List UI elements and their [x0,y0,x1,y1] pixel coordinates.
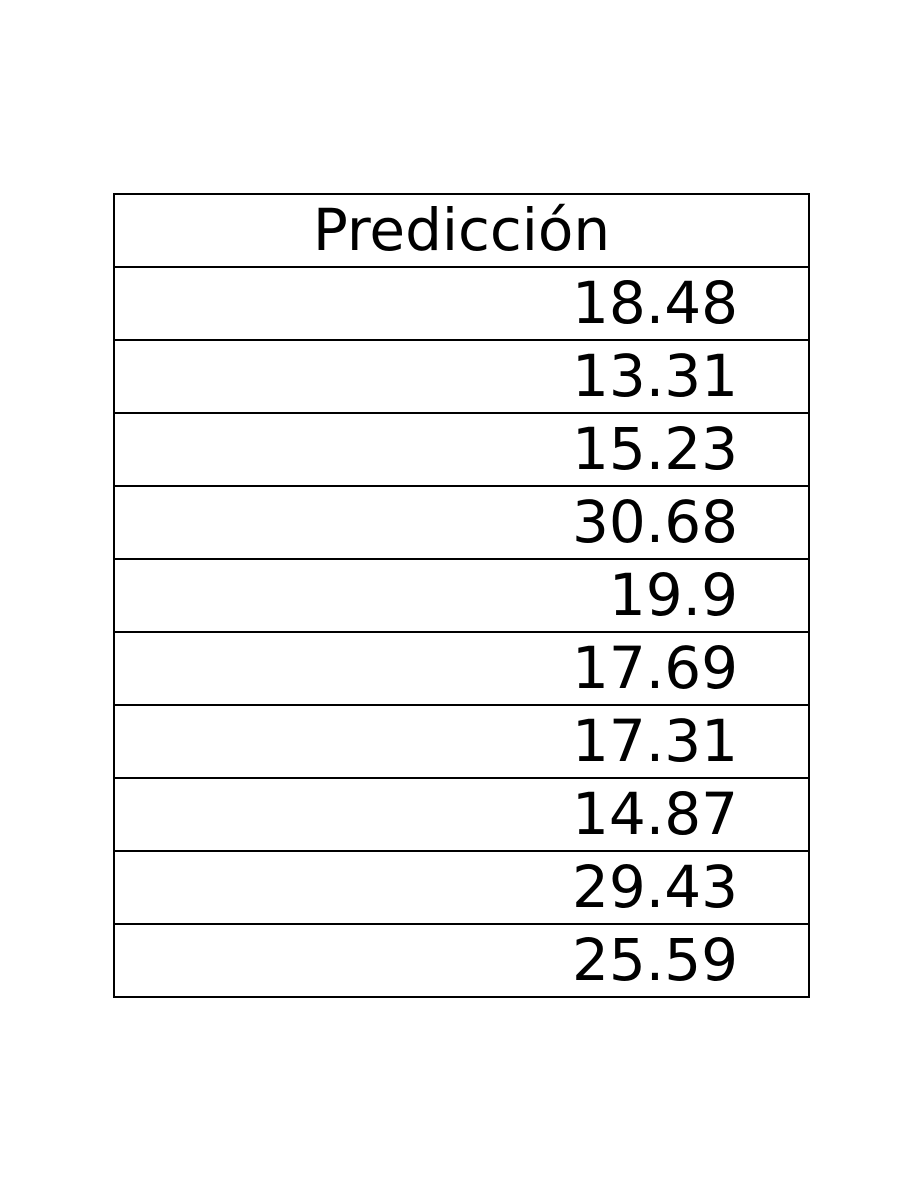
table-cell-value: 13.31 [113,339,810,414]
table-row: 17.69 [113,631,810,706]
column-header-prediccion: Predicción [113,193,810,268]
table-row: 18.48 [113,266,810,341]
table-row: 29.43 [113,850,810,925]
prediction-table-container: Predicción 18.48 13.31 15.23 30.68 19.9 … [113,193,810,998]
prediction-table: Predicción 18.48 13.31 15.23 30.68 19.9 … [113,193,810,998]
table-row: 30.68 [113,485,810,560]
table-cell-value: 25.59 [113,923,810,998]
table-cell-value: 29.43 [113,850,810,925]
table-cell-value: 17.69 [113,631,810,706]
table-row: 19.9 [113,558,810,633]
table-cell-value: 17.31 [113,704,810,779]
table-cell-value: 30.68 [113,485,810,560]
table-header-row: Predicción [113,193,810,268]
table-cell-value: 15.23 [113,412,810,487]
table-row: 15.23 [113,412,810,487]
table-row: 13.31 [113,339,810,414]
table-row: 17.31 [113,704,810,779]
table-row: 14.87 [113,777,810,852]
table-cell-value: 19.9 [113,558,810,633]
table-cell-value: 18.48 [113,266,810,341]
table-row: 25.59 [113,923,810,998]
table-cell-value: 14.87 [113,777,810,852]
